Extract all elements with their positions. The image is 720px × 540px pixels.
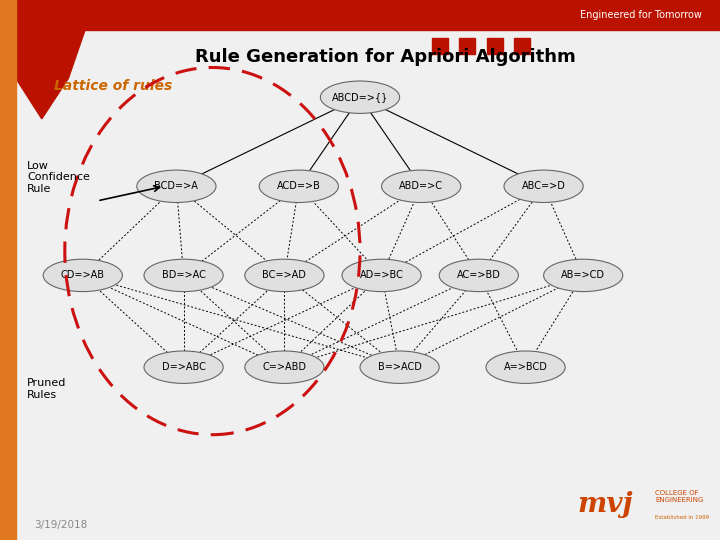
Ellipse shape [342, 259, 421, 292]
Text: mvj: mvj [577, 491, 633, 518]
Polygon shape [16, 30, 85, 78]
Text: AB=>CD: AB=>CD [561, 271, 606, 280]
Ellipse shape [439, 259, 518, 292]
Ellipse shape [360, 351, 439, 383]
Ellipse shape [382, 170, 461, 202]
Text: Lattice of rules: Lattice of rules [54, 79, 172, 93]
Ellipse shape [144, 259, 223, 292]
Ellipse shape [259, 170, 338, 202]
Text: D=>ABC: D=>ABC [162, 362, 205, 372]
Polygon shape [16, 78, 68, 119]
Text: Established in 1999: Established in 1999 [655, 515, 709, 520]
Text: BCD=>A: BCD=>A [155, 181, 198, 191]
Text: BC=>AD: BC=>AD [263, 271, 306, 280]
Text: C=>ABD: C=>ABD [262, 362, 307, 372]
Text: Engineered for Tomorrow: Engineered for Tomorrow [580, 10, 702, 20]
Text: A=>BCD: A=>BCD [504, 362, 547, 372]
Text: ACD=>B: ACD=>B [277, 181, 320, 191]
Ellipse shape [137, 170, 216, 202]
Ellipse shape [245, 259, 324, 292]
Text: COLLEGE OF
ENGINEERING: COLLEGE OF ENGINEERING [655, 490, 703, 503]
Text: AC=>BD: AC=>BD [457, 271, 500, 280]
Bar [432, 38, 448, 54]
Ellipse shape [544, 259, 623, 292]
Ellipse shape [486, 351, 565, 383]
Bar [487, 38, 503, 54]
Text: 3/19/2018: 3/19/2018 [35, 520, 88, 530]
Bar [459, 38, 475, 54]
Text: Pruned
Rules: Pruned Rules [27, 378, 67, 400]
Ellipse shape [504, 170, 583, 202]
Bar [514, 38, 530, 54]
Text: ABD=>C: ABD=>C [399, 181, 444, 191]
Text: B=>ACD: B=>ACD [378, 362, 421, 372]
Bar [0, 0, 16, 540]
Text: AD=>BC: AD=>BC [360, 271, 403, 280]
Text: ABC=>D: ABC=>D [522, 181, 565, 191]
Ellipse shape [245, 351, 324, 383]
Ellipse shape [43, 259, 122, 292]
Text: BD=>AC: BD=>AC [162, 271, 205, 280]
Text: CD=>AB: CD=>AB [60, 271, 105, 280]
Text: Rule Generation for Apriori Algorithm: Rule Generation for Apriori Algorithm [195, 48, 575, 66]
Bar [0, 0, 720, 30]
Text: Low
Confidence
Rule: Low Confidence Rule [27, 160, 90, 194]
Text: ABCD=>{}: ABCD=>{} [332, 92, 388, 102]
Ellipse shape [320, 81, 400, 113]
Ellipse shape [144, 351, 223, 383]
